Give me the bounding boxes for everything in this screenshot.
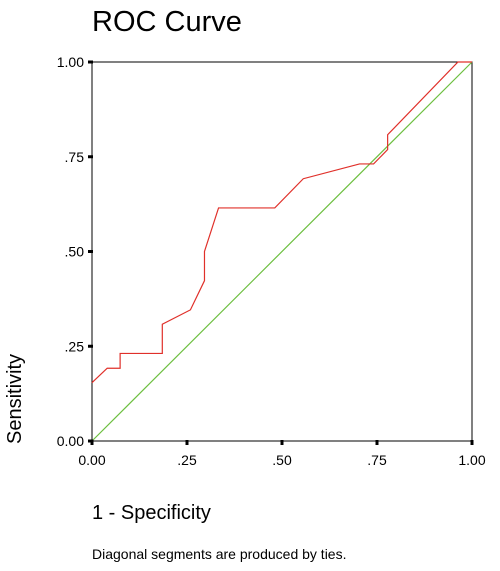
y-tick-label: .75 [65,149,85,165]
x-axis-label: 1 - Specificity [92,502,211,524]
x-tick-label: 1.00 [458,452,485,468]
reference-line [91,61,473,442]
x-tick-label: .25 [177,452,197,468]
y-tick-label: .50 [65,244,85,260]
chart-title: ROC Curve [92,6,242,38]
x-tick-label: .75 [367,452,387,468]
x-tick-label: 0.00 [78,452,105,468]
x-tick-label: .50 [272,452,292,468]
y-tick-label: .25 [65,338,85,354]
roc-curve-line [91,61,472,384]
chart-footnote: Diagonal segments are produced by ties. [92,546,347,562]
y-tick-label: 1.00 [57,54,84,70]
y-tick-label: 0.00 [57,433,84,449]
